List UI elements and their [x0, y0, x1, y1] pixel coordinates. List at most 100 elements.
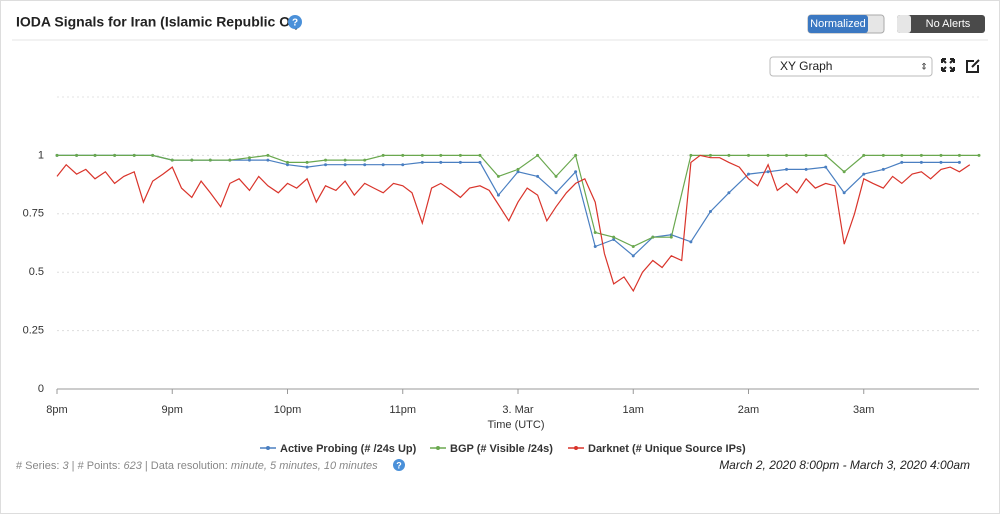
point-marker [977, 153, 981, 157]
point-marker [939, 160, 943, 164]
legend-label: Darknet (# Unique Source IPs) [588, 443, 746, 455]
point-marker [651, 235, 655, 239]
point-marker [151, 153, 155, 157]
y-tick-label: 0 [38, 383, 44, 395]
export-icon[interactable] [966, 59, 980, 73]
point-marker [727, 153, 731, 157]
point-marker [593, 230, 597, 234]
footer-value: 3 [62, 460, 69, 472]
footer-label: # Series: [16, 460, 59, 472]
point-marker [900, 153, 904, 157]
point-marker [536, 153, 540, 157]
point-marker [516, 170, 520, 174]
point-marker [458, 153, 462, 157]
point-marker [574, 153, 578, 157]
point-marker [343, 163, 347, 167]
footer-label: | Data resolution: [145, 460, 228, 472]
point-marker [478, 153, 482, 157]
point-marker [228, 158, 232, 162]
point-marker [439, 160, 443, 164]
toggle-label: Normalized [810, 18, 866, 30]
point-marker [496, 174, 500, 178]
point-marker [957, 153, 961, 157]
point-marker [957, 160, 961, 164]
footer-info: # Series: 3 | # Points: 623 | Data resol… [16, 460, 378, 472]
point-marker [574, 170, 578, 174]
legend-item[interactable]: BGP (# Visible /24s) [430, 443, 553, 455]
point-marker [208, 158, 212, 162]
point-marker [824, 165, 828, 169]
info-icon[interactable]: ? [393, 459, 405, 471]
point-marker [785, 167, 789, 171]
point-marker [766, 153, 770, 157]
point-marker [804, 153, 808, 157]
point-marker [612, 237, 616, 241]
normalized-toggle[interactable]: Normalized [807, 14, 885, 34]
point-marker [170, 158, 174, 162]
point-marker [593, 245, 597, 249]
point-marker [536, 174, 540, 178]
point-marker [247, 156, 251, 160]
point-marker [363, 158, 367, 162]
legend-dot [574, 446, 578, 450]
point-marker [247, 158, 251, 162]
point-marker [824, 153, 828, 157]
point-marker [747, 153, 750, 157]
select-label: XY Graph [780, 59, 832, 73]
point-marker [286, 160, 289, 164]
x-axis-title: Time (UTC) [487, 419, 544, 431]
point-marker [478, 160, 482, 164]
page-title: IODA Signals for Iran (Islamic Republic … [16, 14, 299, 30]
point-marker [55, 153, 59, 157]
point-marker [766, 170, 770, 174]
help-icon[interactable]: ? [288, 15, 302, 29]
point-marker [401, 153, 405, 157]
point-marker [266, 158, 270, 162]
point-marker [612, 235, 616, 239]
point-marker [554, 191, 558, 195]
point-marker [420, 153, 424, 157]
point-marker [420, 160, 424, 164]
point-marker [190, 158, 194, 162]
x-tick-label: 3. Mar [502, 404, 534, 416]
point-marker [516, 167, 520, 171]
legend-item[interactable]: Active Probing (# /24s Up) [260, 443, 417, 455]
point-marker [324, 163, 328, 167]
x-tick-label: 2am [738, 404, 759, 416]
point-marker [919, 153, 923, 157]
point-marker [343, 158, 347, 162]
point-marker [669, 235, 673, 239]
x-tick-label: 9pm [162, 404, 183, 416]
y-tick-label: 0.5 [29, 266, 44, 278]
point-marker [862, 153, 866, 157]
point-marker [881, 153, 885, 157]
svg-text:?: ? [396, 460, 402, 470]
point-marker [727, 191, 731, 195]
date-range: March 2, 2020 8:00pm - March 3, 2020 4:0… [719, 458, 970, 472]
point-marker [496, 193, 500, 197]
point-marker [939, 153, 943, 157]
legend-item[interactable]: Darknet (# Unique Source IPs) [568, 443, 746, 455]
y-tick-label: 0.25 [23, 325, 44, 337]
point-marker [266, 153, 270, 157]
point-marker [381, 153, 385, 157]
point-marker [708, 153, 712, 157]
point-marker [439, 153, 443, 157]
view-select[interactable]: XY Graph ⇕ [769, 56, 933, 77]
point-marker [900, 160, 904, 164]
alerts-toggle[interactable]: No Alerts [897, 15, 985, 33]
point-marker [363, 163, 367, 167]
point-marker [286, 163, 289, 167]
x-tick-label: 8pm [46, 404, 67, 416]
y-tick-label: 0.75 [23, 208, 44, 220]
point-marker [458, 160, 462, 164]
legend-dot [436, 446, 440, 450]
point-marker [747, 172, 750, 176]
point-marker [804, 167, 808, 171]
fullscreen-icon[interactable] [941, 58, 955, 72]
point-marker [785, 153, 789, 157]
x-tick-label: 11pm [389, 404, 416, 416]
point-marker [862, 172, 866, 176]
point-marker [919, 160, 923, 164]
